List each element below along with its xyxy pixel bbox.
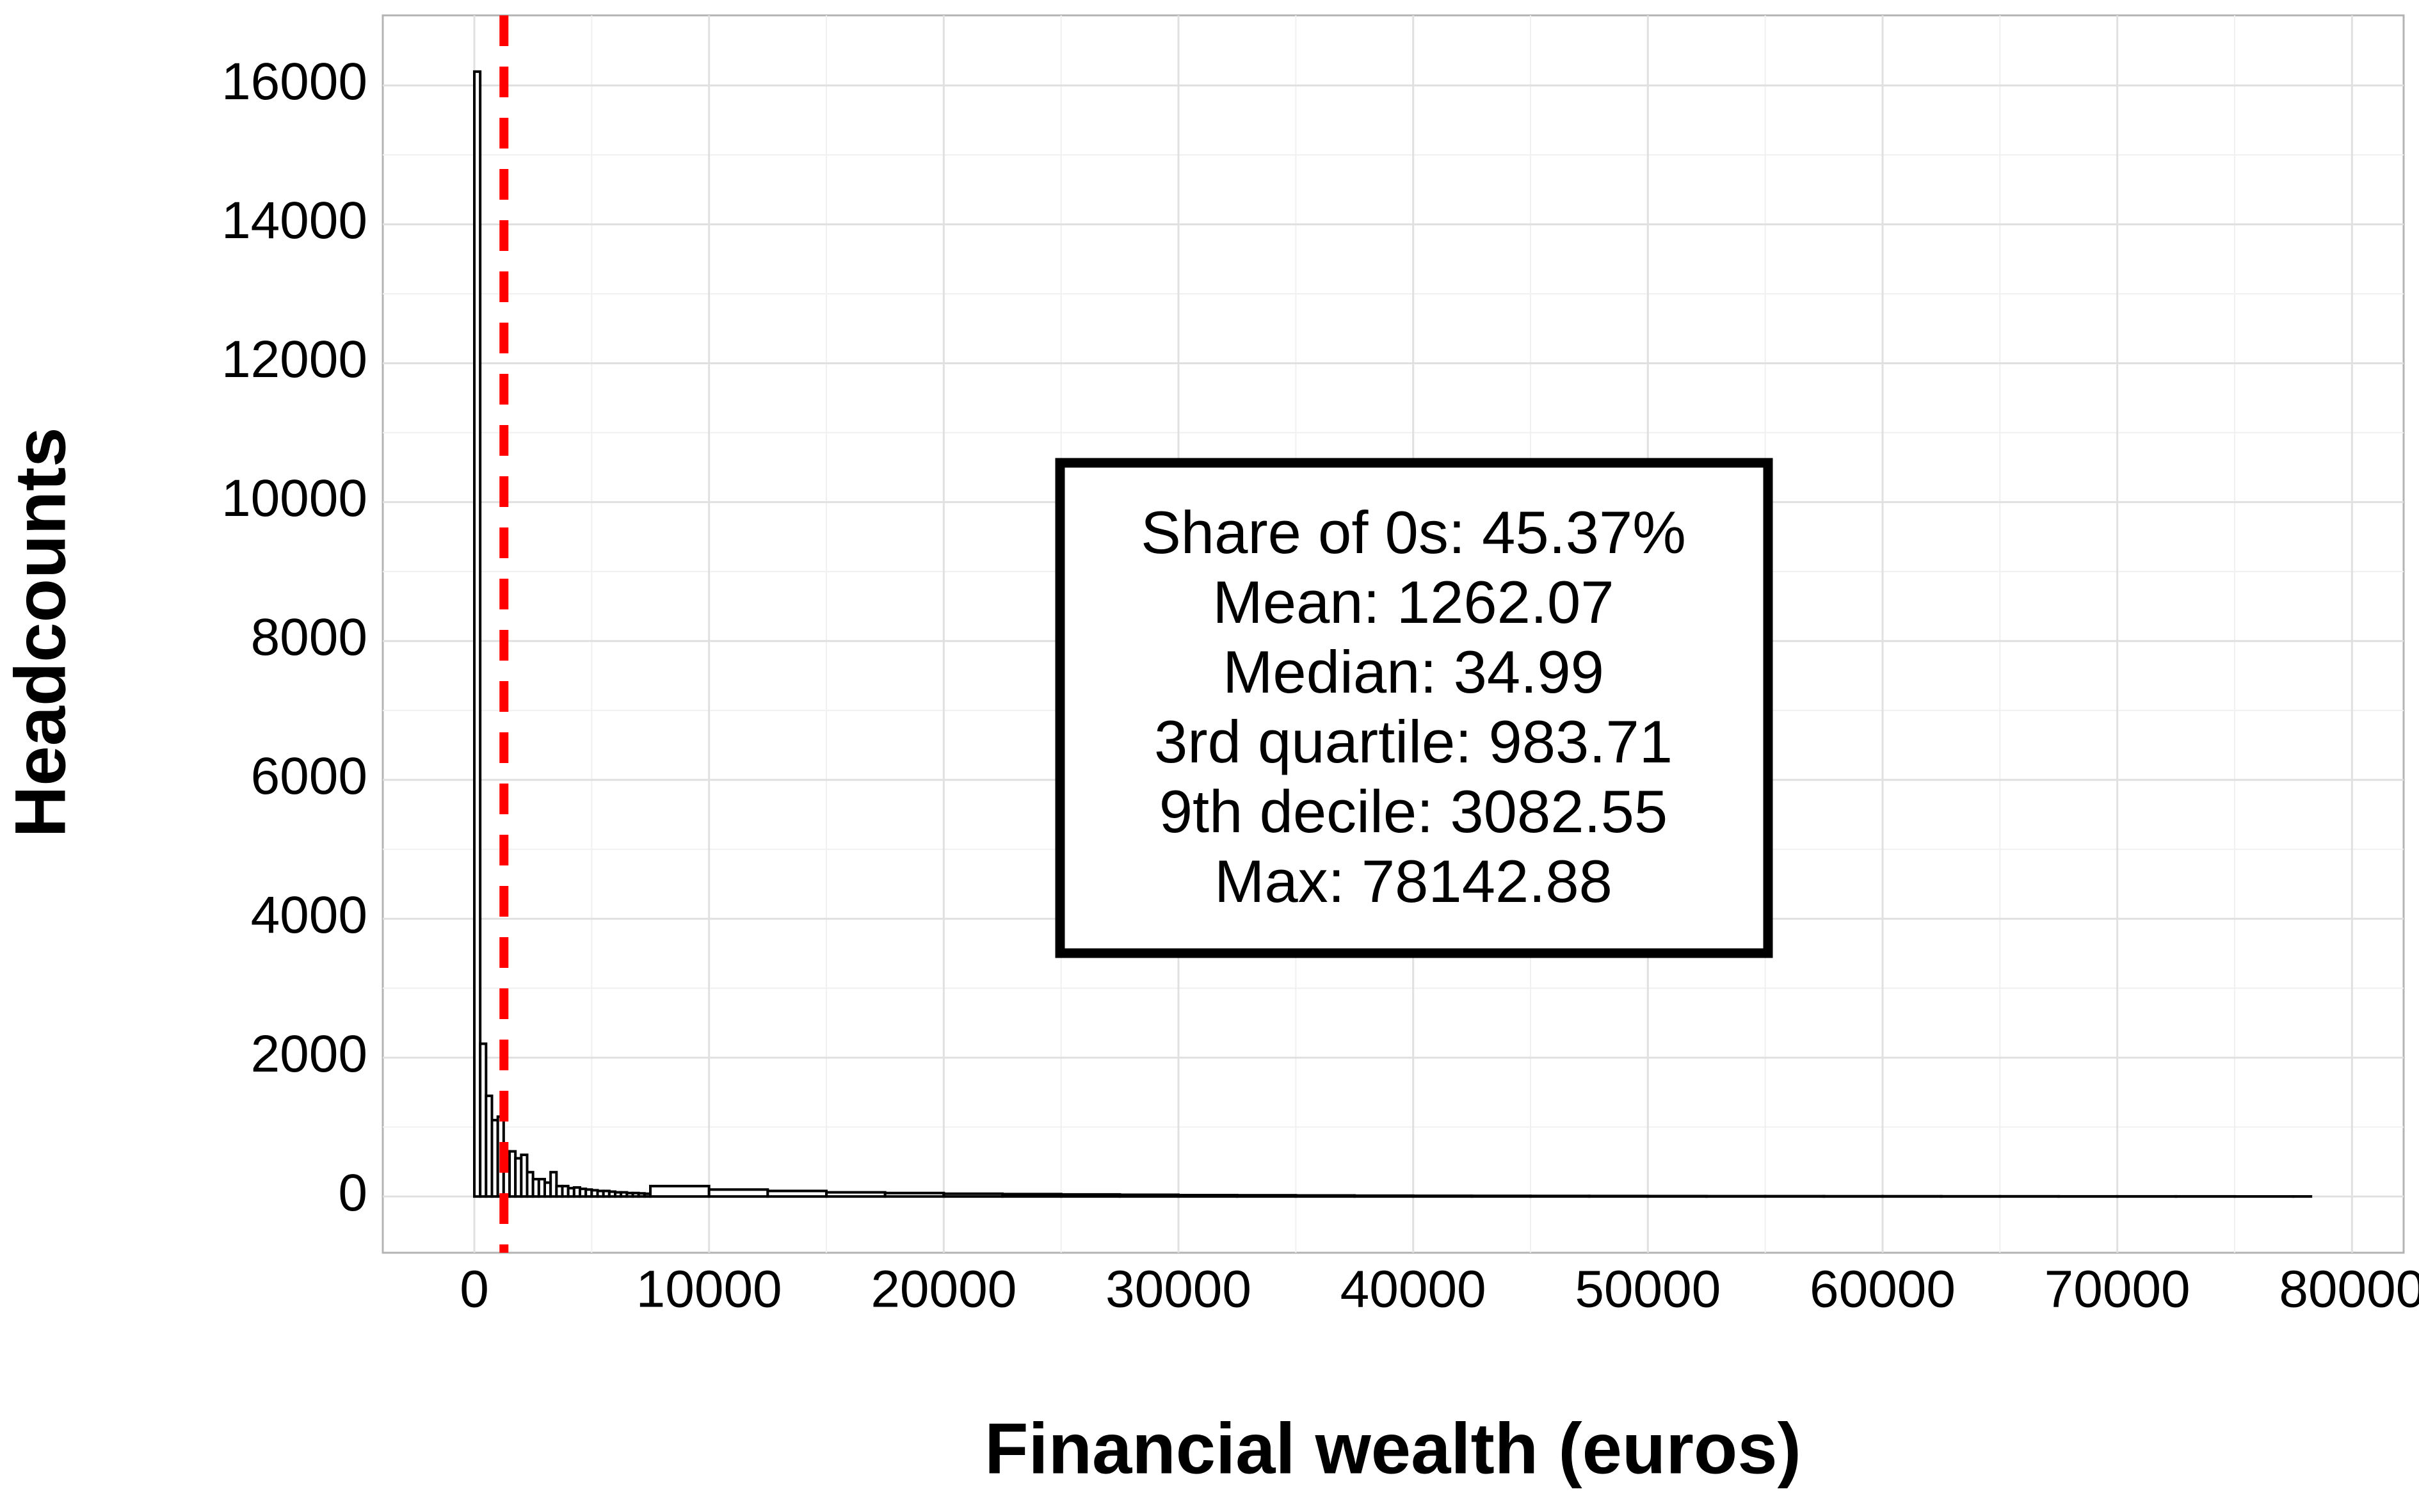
bar: [942, 1192, 1004, 1198]
bar: [766, 1189, 828, 1198]
y-tick-label: 2000: [251, 1025, 367, 1083]
bar: [1764, 1194, 1826, 1198]
annotation-line: Mean: 1262.07: [1212, 568, 1614, 636]
annotation-line: Median: 34.99: [1223, 638, 1604, 705]
x-tick-label: 20000: [871, 1260, 1017, 1319]
x-tick-label: 40000: [1340, 1260, 1486, 1319]
annotation-line: 9th decile: 3082.55: [1159, 778, 1668, 845]
y-tick-label: 16000: [221, 52, 367, 111]
annotation-line: 3rd quartile: 983.71: [1154, 708, 1673, 775]
x-tick-label: 80000: [2279, 1260, 2419, 1319]
x-tick-label: 30000: [1105, 1260, 1251, 1319]
y-tick-label: 12000: [221, 330, 367, 389]
bar: [649, 1184, 711, 1198]
bar: [883, 1191, 945, 1198]
annotation-line: Share of 0s: 45.37%: [1141, 499, 1686, 566]
y-tick-label: 6000: [251, 747, 367, 805]
y-tick-label: 14000: [221, 191, 367, 250]
bar: [825, 1191, 887, 1198]
bar: [1118, 1193, 1180, 1198]
annotation-line: Max: 78142.88: [1214, 848, 1612, 915]
bar: [1059, 1193, 1121, 1198]
y-axis-title: Headcounts: [1, 428, 81, 838]
bar: [549, 1171, 558, 1198]
x-tick-label: 60000: [1810, 1260, 1956, 1319]
bar: [473, 70, 482, 1198]
x-tick-label: 70000: [2045, 1260, 2190, 1319]
y-tick-label: 4000: [251, 886, 367, 944]
bar: [1177, 1193, 1239, 1198]
y-tick-label: 8000: [251, 608, 367, 666]
bar: [1235, 1194, 1298, 1198]
y-tick-label: 0: [338, 1164, 367, 1222]
bar: [1294, 1194, 1356, 1198]
x-tick-label: 0: [460, 1260, 489, 1319]
bar: [707, 1188, 769, 1198]
x-axis-title: Financial wealth (euros): [984, 1409, 1801, 1489]
annotation-box: [1055, 458, 1773, 958]
y-tick-label: 10000: [221, 469, 367, 527]
bar: [1705, 1194, 1767, 1198]
bar: [1001, 1193, 1063, 1198]
x-tick-label: 50000: [1575, 1260, 1721, 1319]
x-tick-label: 10000: [636, 1260, 782, 1319]
